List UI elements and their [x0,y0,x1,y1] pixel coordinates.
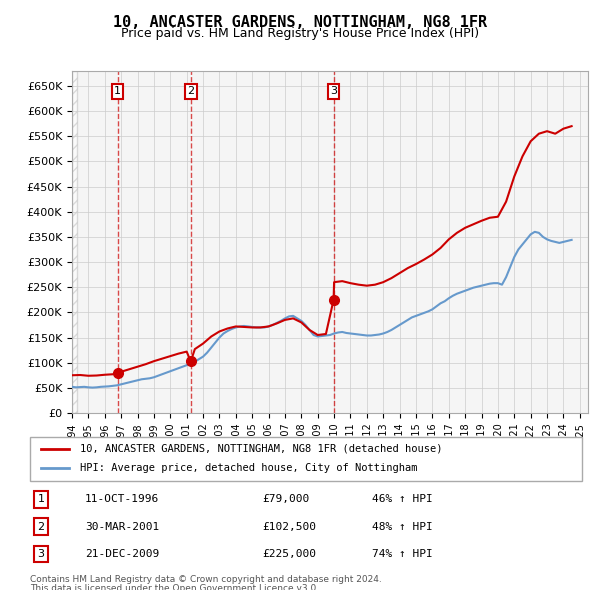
Text: 1: 1 [38,494,44,504]
Text: 2: 2 [187,86,194,96]
Text: £79,000: £79,000 [262,494,309,504]
Text: 46% ↑ HPI: 46% ↑ HPI [372,494,433,504]
FancyBboxPatch shape [30,437,582,481]
Text: 21-DEC-2009: 21-DEC-2009 [85,549,160,559]
Text: 30-MAR-2001: 30-MAR-2001 [85,522,160,532]
Text: Contains HM Land Registry data © Crown copyright and database right 2024.: Contains HM Land Registry data © Crown c… [30,575,382,584]
Text: £225,000: £225,000 [262,549,316,559]
Text: 74% ↑ HPI: 74% ↑ HPI [372,549,433,559]
Text: HPI: Average price, detached house, City of Nottingham: HPI: Average price, detached house, City… [80,464,417,473]
Text: 3: 3 [38,549,44,559]
Text: 2: 2 [37,522,44,532]
Text: 10, ANCASTER GARDENS, NOTTINGHAM, NG8 1FR (detached house): 10, ANCASTER GARDENS, NOTTINGHAM, NG8 1F… [80,444,442,454]
Text: This data is licensed under the Open Government Licence v3.0.: This data is licensed under the Open Gov… [30,584,319,590]
Text: £102,500: £102,500 [262,522,316,532]
Text: 3: 3 [330,86,337,96]
Text: 11-OCT-1996: 11-OCT-1996 [85,494,160,504]
Text: Price paid vs. HM Land Registry's House Price Index (HPI): Price paid vs. HM Land Registry's House … [121,27,479,40]
Text: 1: 1 [114,86,121,96]
Text: 10, ANCASTER GARDENS, NOTTINGHAM, NG8 1FR: 10, ANCASTER GARDENS, NOTTINGHAM, NG8 1F… [113,15,487,30]
Text: 48% ↑ HPI: 48% ↑ HPI [372,522,433,532]
